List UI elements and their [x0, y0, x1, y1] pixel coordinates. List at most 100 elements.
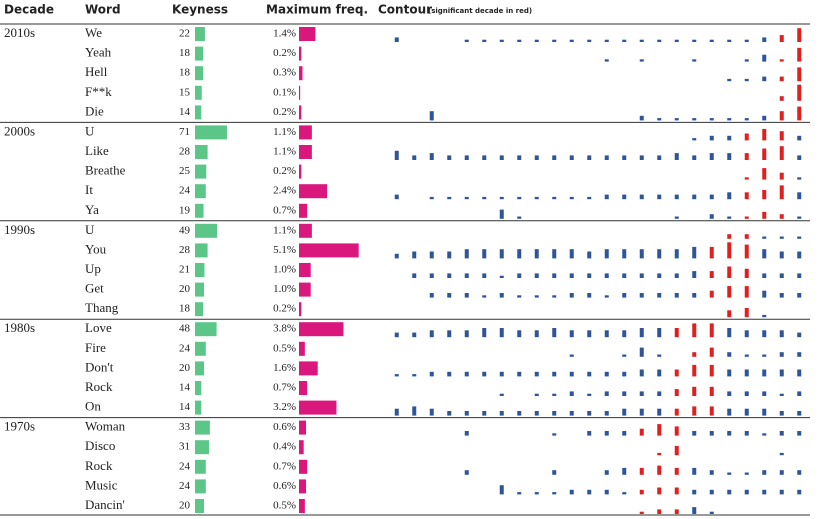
- contour-bar: [622, 194, 627, 200]
- contour-bar: [552, 39, 557, 42]
- keyness-value: 25: [179, 165, 191, 177]
- contour-bar: [692, 352, 697, 357]
- contour-bar: [744, 408, 749, 416]
- header-note: (significant decade in red): [428, 7, 532, 15]
- freq-bar: [299, 85, 301, 100]
- contour-bar: [552, 411, 557, 416]
- contour-bar: [639, 194, 644, 200]
- contour-bar: [744, 472, 749, 475]
- contour-bar: [394, 253, 399, 259]
- contour-bar: [797, 293, 802, 298]
- contour-bar: [552, 196, 557, 200]
- freq-bar: [299, 243, 359, 258]
- contour-bar: [727, 328, 732, 338]
- contour-bar: [569, 249, 574, 259]
- contour-bar: [709, 135, 714, 141]
- contour-bar: [709, 271, 714, 278]
- keyness-bar: [195, 302, 204, 317]
- keyness-bar: [195, 125, 227, 140]
- contour-bar: [622, 39, 627, 42]
- contour-bar: [429, 251, 434, 259]
- freq-bar: [299, 479, 307, 494]
- contour-bar: [779, 146, 784, 160]
- contour-bar: [727, 391, 732, 396]
- keyness-value: 18: [179, 67, 191, 79]
- contour-bar: [762, 37, 767, 42]
- contour-bar: [587, 251, 592, 259]
- contour-bar: [499, 275, 504, 278]
- contour-bar: [692, 323, 697, 338]
- freq-value: 1.1%: [273, 224, 296, 236]
- freq-bar: [299, 302, 302, 317]
- contour-bar: [639, 293, 644, 298]
- keyness-value: 14: [179, 401, 191, 413]
- contour-bar: [464, 411, 469, 416]
- contour-bar: [657, 509, 662, 514]
- contour-bar: [657, 465, 662, 475]
- contour-bar: [779, 293, 784, 298]
- freq-value: 0.7%: [273, 204, 296, 216]
- contour-bar: [674, 389, 679, 396]
- contour-bar: [762, 128, 767, 141]
- contour-bar: [429, 111, 434, 121]
- contour-bar: [569, 411, 574, 416]
- contour-bar: [482, 273, 487, 278]
- word: Like: [85, 143, 109, 158]
- contour-bar: [744, 244, 749, 259]
- contour-bar: [674, 249, 679, 259]
- contour-bar: [779, 393, 784, 396]
- contour-bar: [709, 153, 714, 160]
- contour-bar: [412, 273, 417, 278]
- word: Rock: [85, 458, 113, 473]
- contour-bar: [779, 236, 784, 239]
- decade: 1970s: [4, 419, 35, 434]
- contour-bar: [657, 369, 662, 377]
- freq-bar: [299, 164, 302, 179]
- keyness-value: 24: [179, 480, 191, 492]
- contour-bar: [779, 352, 784, 357]
- contour-bar: [797, 177, 802, 180]
- contour-bar: [552, 371, 557, 377]
- contour-bar: [464, 249, 469, 259]
- contour-bar: [534, 330, 539, 338]
- contour-bar: [709, 214, 714, 219]
- contour-bar: [797, 192, 802, 200]
- contour-bar: [394, 150, 399, 160]
- contour-bar: [639, 428, 644, 436]
- contour-bar: [727, 369, 732, 377]
- keyness-value: 20: [179, 500, 191, 512]
- contour-bar: [762, 76, 767, 82]
- contour-bar: [569, 391, 574, 396]
- contour-bar: [534, 393, 539, 396]
- contour-bar: [569, 330, 574, 338]
- contour-bar: [779, 411, 784, 416]
- keyness-value: 31: [179, 441, 190, 453]
- contour-bar: [709, 489, 714, 495]
- contour-bar: [744, 59, 749, 62]
- contour-bar: [692, 489, 697, 495]
- contour-bar: [674, 118, 679, 121]
- contour-bar: [797, 470, 802, 475]
- contour-bar: [517, 216, 522, 219]
- word: Disco: [85, 438, 115, 453]
- keyness-bar: [195, 66, 204, 81]
- word: Hell: [85, 64, 108, 79]
- contour-bar: [552, 249, 557, 259]
- contour-bar: [394, 408, 399, 416]
- contour-bar: [464, 431, 469, 436]
- contour-bar: [587, 39, 592, 42]
- contour-bar: [762, 211, 767, 219]
- contour-bar: [692, 406, 697, 416]
- contour-bar: [744, 431, 749, 436]
- contour-bar: [569, 293, 574, 298]
- contour-bar: [744, 192, 749, 200]
- keyness-bar: [195, 27, 205, 41]
- freq-bar: [299, 499, 305, 513]
- contour-bar: [394, 194, 399, 200]
- word: It: [85, 182, 93, 197]
- contour-bar: [727, 310, 732, 318]
- contour-bar: [604, 470, 609, 475]
- contour-bar: [394, 374, 399, 377]
- contour-bar: [552, 433, 557, 436]
- freq-value: 5.1%: [273, 244, 296, 256]
